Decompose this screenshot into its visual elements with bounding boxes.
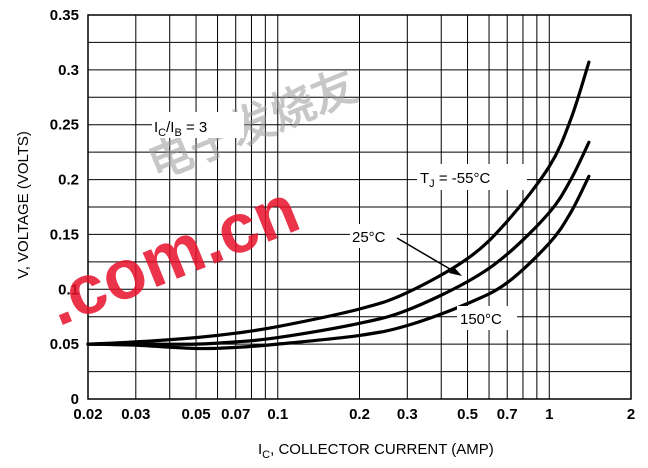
- x-tick-label: 0.03: [121, 406, 150, 423]
- y-tick-label: 0.25: [50, 117, 79, 134]
- x-tick-labels: 0.02 0.03 0.05 0.07 0.1 0.2 0.3 0.5 0.7 1 2: [73, 406, 635, 423]
- t25-label-bg: [350, 224, 400, 248]
- y-tick-label: 0.1: [58, 281, 79, 298]
- x-tick-label: 0.07: [221, 406, 250, 423]
- tj-label: TJ = -55°C: [420, 170, 490, 190]
- t25-arrowhead: [449, 266, 462, 276]
- y-tick-label: 0.15: [50, 226, 79, 243]
- watermark-text: .com.cn: [35, 169, 309, 340]
- x-tick-label: 0.02: [73, 406, 102, 423]
- ratio-label-bg: [152, 112, 244, 138]
- x-tick-label: 2: [627, 406, 635, 423]
- y-axis-title: V, VOLTAGE (VOLTS): [15, 131, 32, 279]
- x-tick-label: 0.1: [267, 406, 288, 423]
- curve-tj-minus55: [86, 60, 591, 346]
- t25-arrow-line: [396, 237, 456, 273]
- plot-frame: [87, 14, 632, 400]
- watermark: 电子发烧友 .com.cn: [35, 60, 364, 340]
- x-axis-title: IC, COLLECTOR CURRENT (AMP): [258, 441, 494, 461]
- x-tick-label: 0.2: [349, 406, 370, 423]
- curves: [86, 60, 591, 351]
- y-tick-label: 0.05: [50, 336, 79, 353]
- y-tick-label: 0.35: [50, 7, 79, 24]
- t150-label: 150°C: [460, 311, 502, 328]
- t150-label-bg: [457, 306, 517, 330]
- curve-150c: [86, 174, 591, 351]
- x-tick-label: 0.3: [397, 406, 418, 423]
- x-tick-label: 1: [545, 406, 553, 423]
- x-tick-label: 0.7: [497, 406, 518, 423]
- y-tick-label: 0: [71, 391, 79, 408]
- curve-25c: [86, 140, 591, 346]
- y-tick-label: 0.3: [58, 62, 79, 79]
- ratio-label: IC/IB = 3: [154, 119, 207, 139]
- y-tick-labels: 0 0.05 0.1 0.15 0.2 0.25 0.3 0.35: [50, 7, 79, 408]
- x-tick-label: 0.05: [181, 406, 210, 423]
- y-tick-label: 0.2: [58, 172, 79, 189]
- tj-label-bg: [417, 164, 527, 190]
- t25-label: 25°C: [352, 229, 386, 246]
- x-tick-label: 0.5: [457, 406, 478, 423]
- grid: [87, 14, 632, 400]
